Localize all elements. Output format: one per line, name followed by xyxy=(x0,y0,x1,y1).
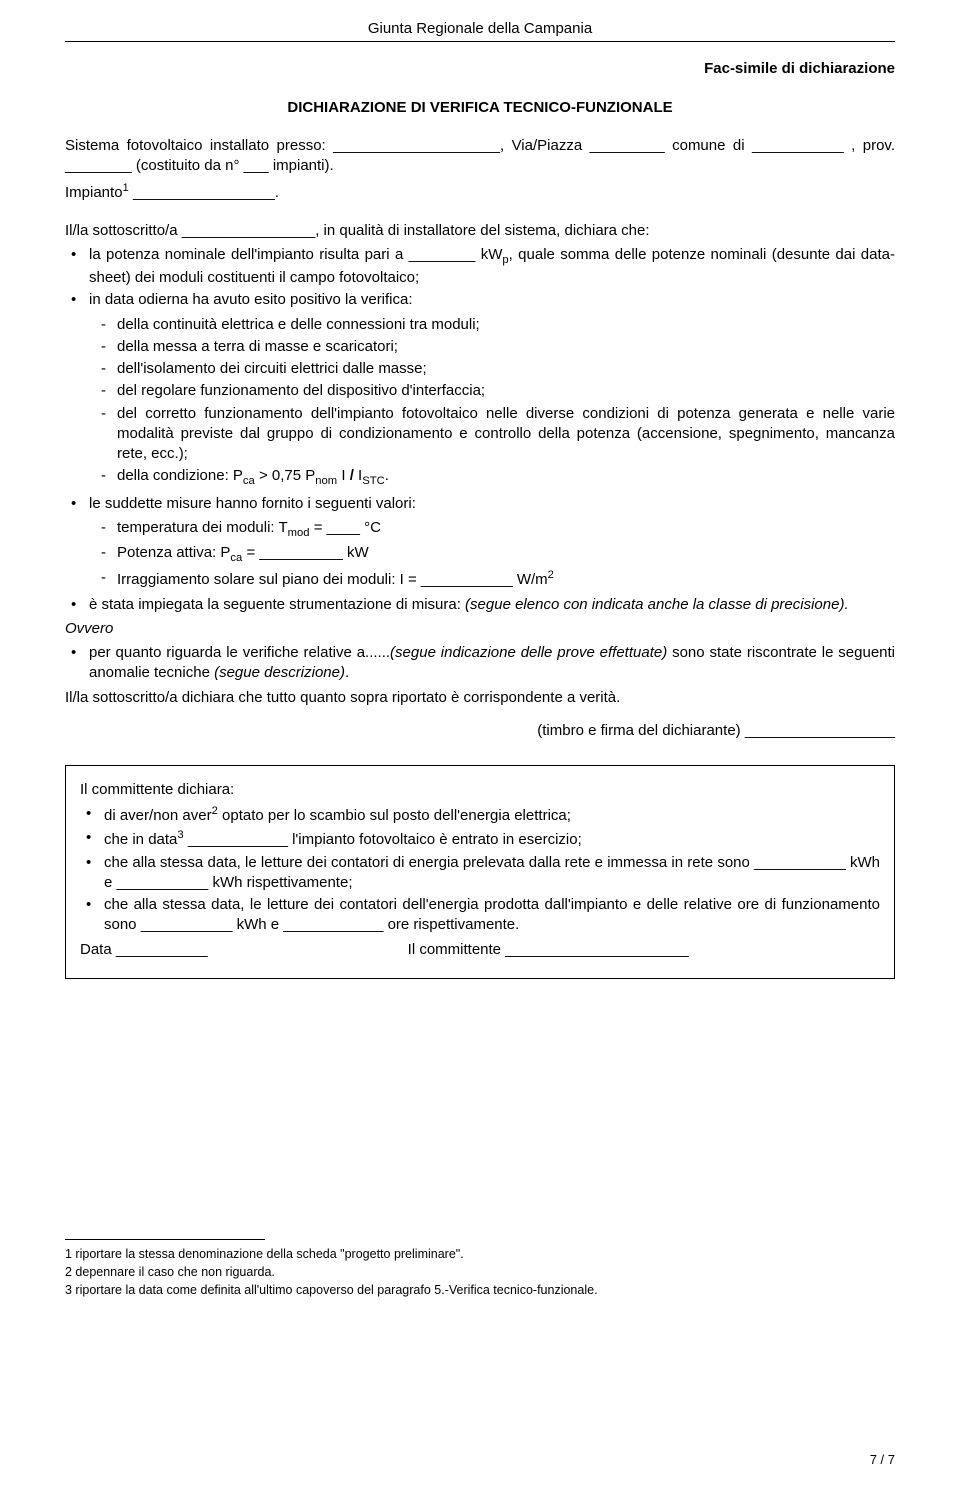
d8-sub: ca xyxy=(230,552,242,564)
intro2-pre: Impianto xyxy=(65,184,123,201)
d7-post: = ____ °C xyxy=(310,519,381,536)
bullet-strumentazione: è stata impiegata la seguente strumentaz… xyxy=(65,595,895,615)
bullet-list-misure: le suddette misure hanno fornito i segue… xyxy=(65,494,895,514)
page: Giunta Regionale della Campania Fac-simi… xyxy=(0,0,960,1485)
box-heading: Il committente dichiara: xyxy=(80,780,880,800)
dash-funzionamento: del corretto funzionamento dell'impianto… xyxy=(65,404,895,465)
d7-pre: temperatura dei moduli: T xyxy=(117,519,288,536)
intro-line-2: Impianto1 _________________. xyxy=(65,181,895,203)
b4-italic: (segue elenco con indicata anche la clas… xyxy=(465,596,849,613)
intro2-post: _________________. xyxy=(129,184,279,201)
d6-m2: I xyxy=(337,467,350,484)
d8-post: = __________ kW xyxy=(242,544,368,561)
bullet-anomalie: per quanto riguarda le verifiche relativ… xyxy=(65,643,895,684)
box-bullet-scambio: di aver/non aver2 optato per lo scambio … xyxy=(80,804,880,826)
committente-box: Il committente dichiara: di aver/non ave… xyxy=(65,765,895,979)
box-bullet-data: che in data3 ____________ l'impianto fot… xyxy=(80,828,880,850)
footnotes-rule xyxy=(65,1239,265,1240)
facsimile-label: Fac-simile di dichiarazione xyxy=(65,60,895,77)
dash-temperatura: temperatura dei moduli: Tmod = ____ °C xyxy=(65,518,895,541)
b5-it2: (segue descrizione) xyxy=(214,664,345,681)
d6-m1: > 0,75 P xyxy=(255,467,315,484)
bullet-misure: le suddette misure hanno fornito i segue… xyxy=(65,494,895,514)
dash-condizione: della condizione: Pca > 0,75 Pnom I / IS… xyxy=(65,466,895,489)
box-bullet-contatori-rete: che alla stessa data, le letture dei con… xyxy=(80,853,880,894)
dash-isolamento: dell'isolamento dei circuiti elettrici d… xyxy=(65,359,895,379)
dash-continuita: della continuità elettrica e delle conne… xyxy=(65,315,895,335)
box-date-sign: Data ___________ Il committente ________… xyxy=(80,940,880,960)
dash-list-misure: temperatura dei moduli: Tmod = ____ °C P… xyxy=(65,518,895,591)
d6-m3: I xyxy=(354,467,362,484)
signature-line: (timbro e firma del dichiarante) _______… xyxy=(65,722,895,739)
box-bullet-contatori-prodotta: che alla stessa data, le letture dei con… xyxy=(80,895,880,936)
bullet-list-main: la potenza nominale dell'impianto risult… xyxy=(65,245,895,311)
d6-post: . xyxy=(385,467,389,484)
bb2-post: ____________ l'impianto fotovoltaico è e… xyxy=(184,831,582,848)
b5-pre: per quanto riguarda le verifiche relativ… xyxy=(89,644,390,661)
footnote-3: 3 riportare la data come definita all'ul… xyxy=(65,1282,895,1298)
declarant-intro: Il/la sottoscritto/a ________________, i… xyxy=(65,221,895,241)
page-number: 7 / 7 xyxy=(870,1452,895,1467)
d9-sup: 2 xyxy=(548,569,554,581)
d6-s3: STC xyxy=(362,475,385,487)
d8-pre: Potenza attiva: P xyxy=(117,544,230,561)
b5-post: . xyxy=(345,664,349,681)
bullet-ovvero: per quanto riguarda le verifiche relativ… xyxy=(65,643,895,684)
d6-s2: nom xyxy=(315,475,337,487)
d6-s1: ca xyxy=(243,475,255,487)
b5-it1: (segue indicazione delle prove effettuat… xyxy=(390,644,667,661)
dash-terra: della messa a terra di masse e scaricato… xyxy=(65,337,895,357)
bb1-post: optato per lo scambio sul posto dell'ene… xyxy=(218,807,571,824)
ovvero-label: Ovvero xyxy=(65,619,895,639)
box-bullets: di aver/non aver2 optato per lo scambio … xyxy=(80,804,880,936)
dash-potenza-attiva: Potenza attiva: Pca = __________ kW xyxy=(65,543,895,566)
document-title: DICHIARAZIONE DI VERIFICA TECNICO-FUNZIO… xyxy=(65,99,895,116)
bullet-strum: è stata impiegata la seguente strumentaz… xyxy=(65,595,895,615)
dash-list-verifica: della continuità elettrica e delle conne… xyxy=(65,315,895,490)
d9-pre: Irraggiamento solare sul piano dei modul… xyxy=(117,571,548,588)
dash-irraggiamento: Irraggiamento solare sul piano dei modul… xyxy=(65,568,895,590)
dash-interfaccia: del regolare funzionamento del dispositi… xyxy=(65,381,895,401)
closing-statement: Il/la sottoscritto/a dichiara che tutto … xyxy=(65,688,895,708)
bb1-pre: di aver/non aver xyxy=(104,807,212,824)
d6-pre: della condizione: P xyxy=(117,467,243,484)
page-header: Giunta Regionale della Campania xyxy=(65,20,895,37)
bb2-pre: che in data xyxy=(104,831,177,848)
footnote-2: 2 depennare il caso che non riguarda. xyxy=(65,1264,895,1280)
bullet-verifica: in data odierna ha avuto esito positivo … xyxy=(65,290,895,310)
b1-pre: la potenza nominale dell'impianto risult… xyxy=(89,246,502,263)
b4-pre: è stata impiegata la seguente strumentaz… xyxy=(89,596,465,613)
header-rule xyxy=(65,41,895,42)
d7-sub: mod xyxy=(288,527,310,539)
bullet-power: la potenza nominale dell'impianto risult… xyxy=(65,245,895,288)
footnote-1: 1 riportare la stessa denominazione dell… xyxy=(65,1246,895,1262)
intro-line-1: Sistema fotovoltaico installato presso: … xyxy=(65,136,895,177)
